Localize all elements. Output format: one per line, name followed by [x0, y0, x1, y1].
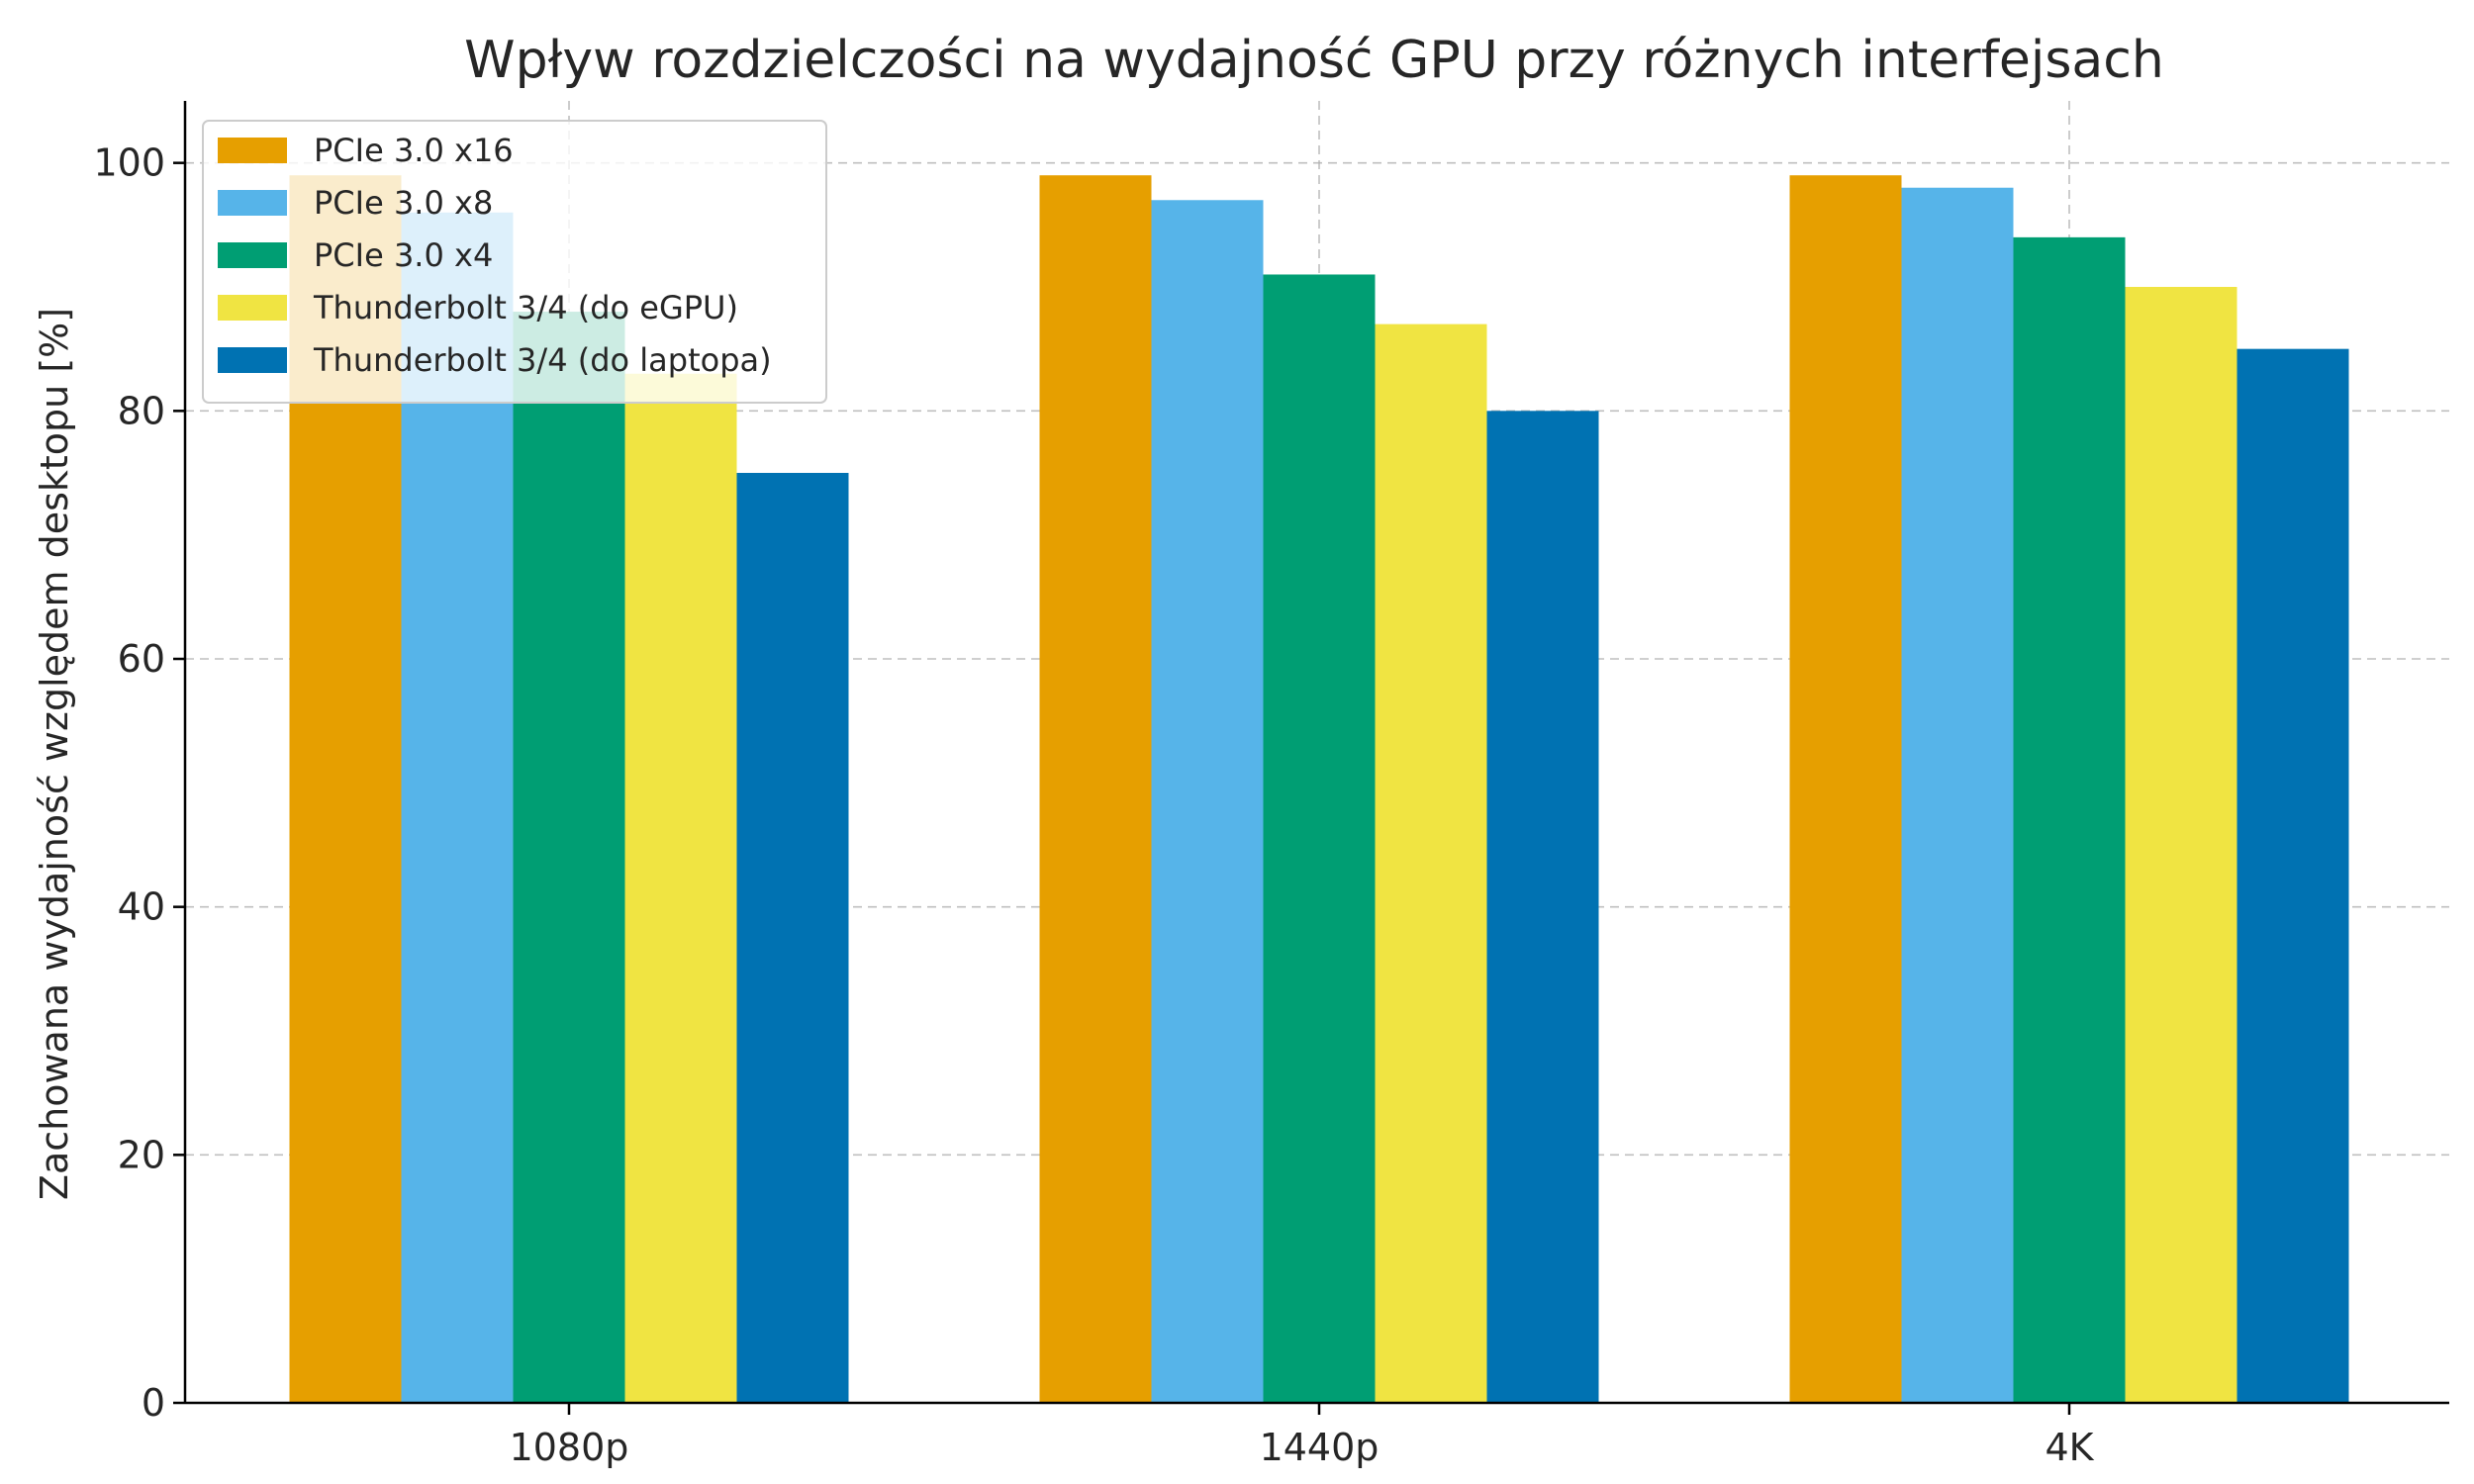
legend-label: Thunderbolt 3/4 (do laptopa) [313, 341, 772, 379]
axes-layer: 0 20 40 60 80 100 1080p 1440p 4K [93, 101, 2449, 1469]
y-tick-label: 0 [142, 1381, 165, 1425]
legend: PCIe 3.0 x16 PCIe 3.0 x8 PCIe 3.0 x4 Thunde… [202, 120, 827, 404]
legend-swatch [218, 295, 287, 321]
bar-pcie-3-0-x8-1440p [1151, 200, 1264, 1404]
bar-pcie-3-0-x16-1440p [1039, 175, 1152, 1404]
legend-label: Thunderbolt 3/4 (do eGPU) [313, 289, 738, 326]
bar-thunderbolt-3-4-do-laptopa--1080p [736, 473, 849, 1403]
bar-thunderbolt-3-4-do-laptopa--4k [2236, 348, 2349, 1404]
bar-pcie-3-0-x16-4k [1789, 175, 1902, 1404]
chart-title: Wpływ rozdzielczości na wydajność GPU pr… [464, 31, 2164, 90]
bar-pcie-3-0-x8-4k [1901, 187, 2014, 1403]
y-tick-label: 60 [118, 637, 165, 681]
bar-thunderbolt-3-4-do-egpu--1080p [624, 373, 737, 1403]
bar-thunderbolt-3-4-do-egpu--4k [2125, 287, 2237, 1403]
y-tick-label: 40 [118, 885, 165, 929]
legend-box [202, 120, 827, 404]
bar-pcie-3-0-x8-1080p [401, 212, 514, 1403]
legend-swatch [218, 190, 287, 216]
legend-label: PCIe 3.0 x4 [314, 236, 493, 274]
bar-thunderbolt-3-4-do-laptopa--1440p [1486, 411, 1599, 1403]
legend-label: PCIe 3.0 x16 [314, 132, 514, 169]
y-tick-label: 100 [93, 141, 165, 185]
legend-label: PCIe 3.0 x8 [314, 184, 493, 222]
x-tick-label: 1080p [510, 1426, 629, 1469]
x-tick-label: 4K [2045, 1426, 2094, 1469]
legend-swatch [218, 242, 287, 268]
bar-pcie-3-0-x4-4k [2013, 236, 2126, 1403]
y-tick-label: 20 [118, 1133, 165, 1176]
y-axis-label: Zachowana wydajność względem desktopu [%… [33, 308, 76, 1200]
legend-swatch [218, 347, 287, 373]
x-tick-label: 1440p [1260, 1426, 1380, 1469]
bar-thunderbolt-3-4-do-egpu--1440p [1375, 324, 1487, 1404]
legend-swatch [218, 138, 287, 163]
bars-layer [289, 175, 2349, 1404]
y-tick-label: 80 [118, 389, 165, 432]
bar-pcie-3-0-x4-1080p [513, 312, 625, 1404]
bar-pcie-3-0-x4-1440p [1263, 274, 1376, 1403]
